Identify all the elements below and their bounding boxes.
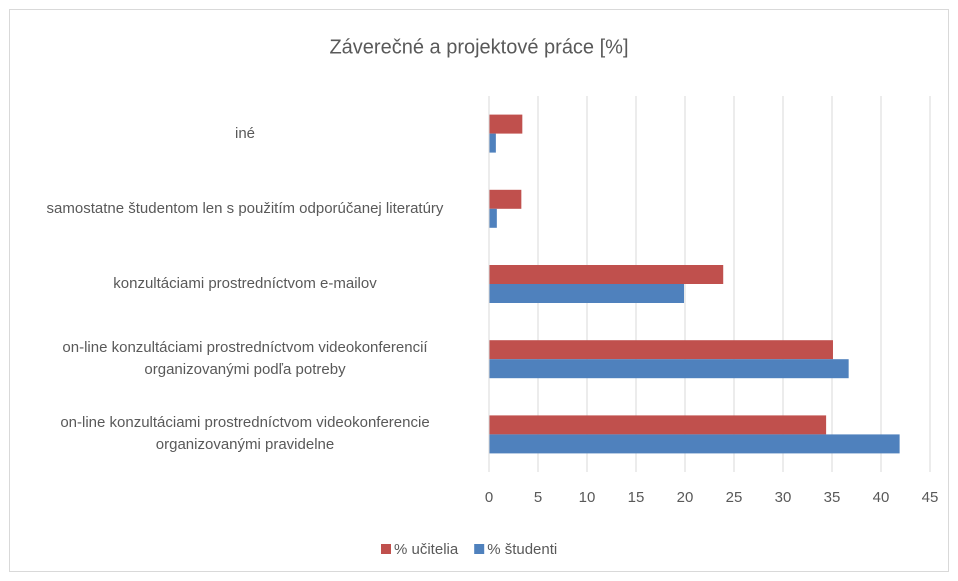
bar bbox=[489, 284, 685, 303]
x-tick-label: 30 bbox=[775, 489, 792, 506]
x-tick-label: 35 bbox=[824, 489, 841, 506]
legend-swatch bbox=[381, 544, 391, 554]
x-tick-label: 20 bbox=[677, 489, 694, 506]
legend-swatch bbox=[474, 544, 485, 554]
bar bbox=[489, 359, 849, 379]
bar bbox=[489, 114, 523, 134]
x-tick-label: 15 bbox=[628, 489, 645, 506]
chart-title: Záverečné a projektové práce [%] bbox=[329, 36, 628, 58]
bar bbox=[489, 415, 827, 435]
chart-border bbox=[9, 9, 949, 572]
x-tick-label: 45 bbox=[922, 489, 939, 506]
y-tick-label: iné bbox=[234, 124, 256, 142]
legend-label: % študenti bbox=[487, 541, 557, 558]
bar bbox=[489, 265, 724, 284]
x-tick-label: 5 bbox=[534, 489, 542, 506]
x-tick-label: 10 bbox=[579, 489, 596, 506]
x-tick-label: 0 bbox=[485, 489, 493, 506]
legend-label: % učitelia bbox=[394, 541, 459, 558]
y-tick-label: konzultáciami prostredníctvom e-mailov bbox=[113, 275, 377, 292]
bar bbox=[489, 208, 497, 228]
bar bbox=[489, 340, 833, 360]
y-tick-label: samostatne študentom len s použitím odpo… bbox=[46, 199, 444, 217]
y-tick-label: on-line konzultáciami prostredníctvom vi… bbox=[62, 339, 428, 379]
y-tick-label: on-line konzultáciami prostredníctvom vi… bbox=[60, 414, 430, 454]
x-tick-label: 40 bbox=[873, 489, 890, 506]
bar bbox=[489, 133, 496, 153]
bar bbox=[489, 434, 900, 454]
x-tick-label: 25 bbox=[726, 489, 743, 506]
bar bbox=[489, 189, 522, 209]
